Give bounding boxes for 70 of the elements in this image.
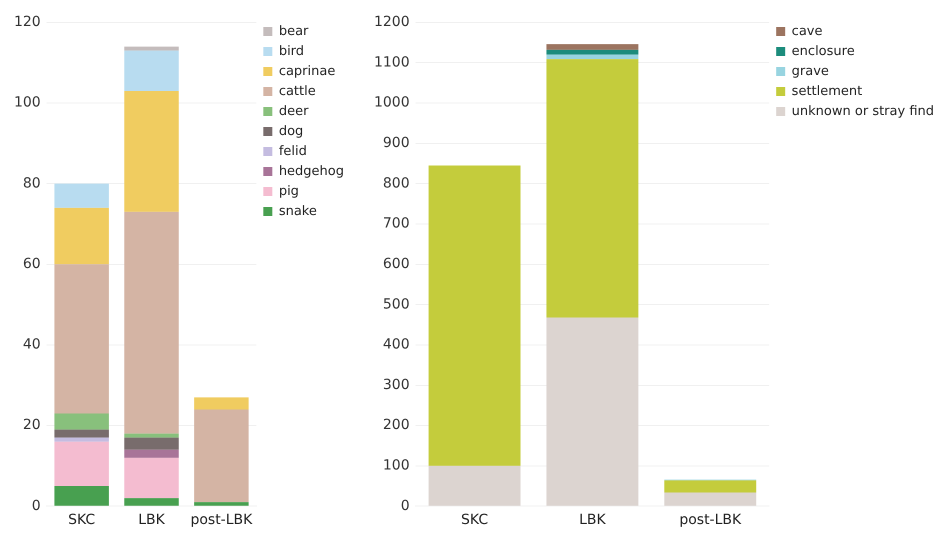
bar xyxy=(546,50,638,55)
bar xyxy=(194,409,249,502)
bar xyxy=(428,466,521,506)
x-tick-label: SKC xyxy=(461,512,488,528)
bar xyxy=(546,59,638,318)
y-tick-label: 800 xyxy=(382,175,410,192)
y-tick-label: 80 xyxy=(22,175,41,192)
bar xyxy=(54,486,109,506)
legend-label: hedgehog xyxy=(278,164,344,179)
y-tick-label: 100 xyxy=(382,458,410,474)
bar xyxy=(124,46,179,51)
legend-label: grave xyxy=(792,64,829,79)
bar xyxy=(428,166,521,466)
legend-label: felid xyxy=(278,144,307,159)
bar xyxy=(546,54,638,60)
bar xyxy=(54,438,109,442)
bar xyxy=(664,480,756,492)
x-tick-label: LBK xyxy=(579,512,607,528)
y-tick-label: 40 xyxy=(22,336,41,353)
bar xyxy=(546,318,638,506)
legend-label: cattle xyxy=(278,84,316,99)
bar xyxy=(124,458,179,498)
legend-label: bird xyxy=(278,44,304,59)
bar xyxy=(54,208,109,264)
x-tick-label: post-LBK xyxy=(190,512,254,528)
y-tick-label: 100 xyxy=(14,94,41,111)
y-tick-label: 300 xyxy=(382,376,410,393)
x-tick-label: post-LBK xyxy=(679,512,742,528)
legend-label: enclosure xyxy=(792,44,855,59)
y-tick-label: 400 xyxy=(382,336,410,353)
bar xyxy=(124,434,179,438)
legend-label: settlement xyxy=(792,84,862,99)
y-tick-label: 0 xyxy=(400,498,410,514)
bar xyxy=(124,90,179,212)
x-tick-label: LBK xyxy=(138,512,166,528)
y-tick-label: 500 xyxy=(382,296,410,312)
legend-label: pig xyxy=(278,184,299,199)
y-tick-label: 0 xyxy=(32,498,41,514)
legend-label: cave xyxy=(792,24,822,39)
bar xyxy=(124,438,179,450)
bar xyxy=(546,44,638,50)
bar xyxy=(194,397,249,410)
bar xyxy=(54,264,109,414)
y-tick-label: 1100 xyxy=(374,54,410,70)
y-tick-label: 600 xyxy=(382,256,410,272)
bar xyxy=(124,450,179,458)
y-tick-label: 1200 xyxy=(374,14,410,30)
bar xyxy=(664,492,756,506)
y-tick-label: 120 xyxy=(14,14,41,30)
legend-label: bear xyxy=(278,24,310,39)
legend-label: dog xyxy=(278,124,304,139)
y-tick-label: 60 xyxy=(22,256,41,272)
y-tick-label: 200 xyxy=(382,417,410,434)
legend-label: unknown or stray find xyxy=(792,104,934,119)
y-tick-label: 900 xyxy=(382,134,410,151)
x-tick-label: SKC xyxy=(68,512,96,528)
y-tick-label: 700 xyxy=(382,216,410,232)
bar xyxy=(54,184,109,208)
bar xyxy=(124,212,179,434)
legend-label: snake xyxy=(278,204,317,219)
bar xyxy=(54,430,109,438)
y-tick-label: 20 xyxy=(22,417,41,434)
y-tick-label: 1000 xyxy=(374,94,410,111)
bar xyxy=(54,442,109,486)
legend-label: deer xyxy=(278,104,310,119)
bar xyxy=(194,502,249,506)
bar xyxy=(54,413,109,430)
legend-label: caprinae xyxy=(278,64,336,79)
bar xyxy=(124,50,179,91)
bar xyxy=(124,498,179,506)
